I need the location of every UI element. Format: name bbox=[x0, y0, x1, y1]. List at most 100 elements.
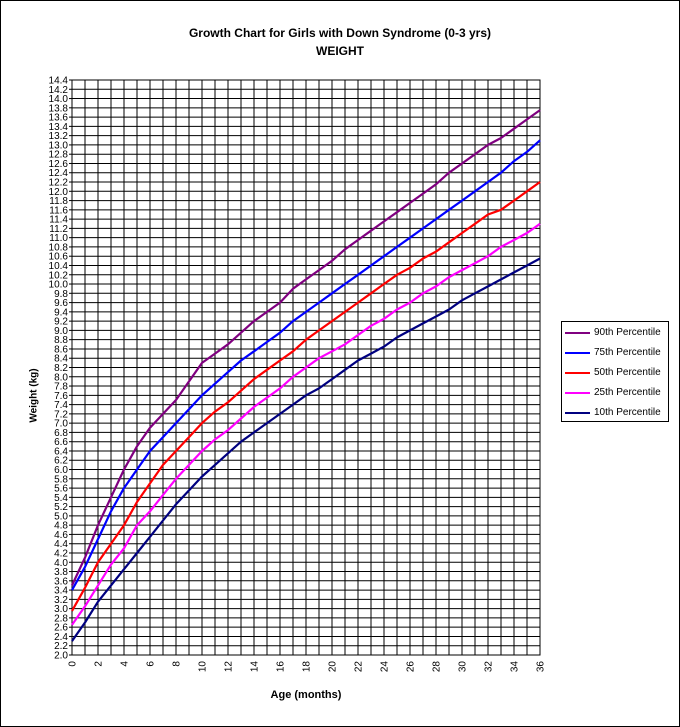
y-tick-label: 12.8 bbox=[49, 150, 69, 161]
legend-item: 75th Percentile bbox=[562, 346, 668, 360]
y-tick-label: 13.4 bbox=[49, 122, 69, 133]
y-tick-label: 4.6 bbox=[54, 530, 68, 541]
legend-label: 10th Percentile bbox=[594, 407, 661, 418]
y-tick-label: 11.8 bbox=[49, 196, 68, 207]
y-tick-label: 9.2 bbox=[54, 317, 68, 328]
legend-label: 50th Percentile bbox=[594, 367, 661, 378]
legend-label: 25th Percentile bbox=[594, 387, 661, 398]
x-tick-label: 28 bbox=[432, 661, 443, 673]
y-tick-label: 3.0 bbox=[54, 604, 68, 615]
y-tick-label: 6.2 bbox=[54, 456, 68, 467]
y-tick-label: 12.6 bbox=[49, 159, 69, 170]
x-tick-label: 18 bbox=[302, 661, 313, 673]
x-tick-label: 12 bbox=[224, 661, 235, 673]
y-tick-label: 9.6 bbox=[54, 298, 68, 309]
legend-item: 50th Percentile bbox=[562, 366, 668, 380]
legend-label: 75th Percentile bbox=[594, 347, 661, 358]
y-tick-label: 2.0 bbox=[54, 651, 68, 662]
chart-subtitle: WEIGHT bbox=[316, 44, 364, 58]
y-tick-label: 4.0 bbox=[54, 558, 68, 569]
x-tick-label: 36 bbox=[536, 661, 547, 673]
y-tick-label: 11.2 bbox=[49, 224, 68, 235]
y-tick-label: 8.2 bbox=[54, 363, 68, 374]
y-tick-label: 10.2 bbox=[49, 270, 69, 281]
x-tick-label: 22 bbox=[354, 661, 365, 673]
legend-item: 90th Percentile bbox=[562, 326, 668, 340]
y-tick-label: 14.2 bbox=[49, 85, 69, 96]
legend-swatch bbox=[565, 352, 590, 354]
y-tick-label: 6.4 bbox=[54, 446, 68, 457]
y-tick-label: 9.4 bbox=[54, 307, 68, 318]
x-tick-label: 2 bbox=[94, 661, 105, 667]
y-tick-label: 2.6 bbox=[54, 623, 68, 634]
x-tick-label: 20 bbox=[328, 661, 339, 673]
y-tick-label: 4.2 bbox=[54, 548, 68, 559]
legend-item: 25th Percentile bbox=[562, 386, 668, 400]
y-tick-label: 7.4 bbox=[54, 400, 68, 411]
y-tick-label: 8.8 bbox=[54, 335, 68, 346]
y-tick-label: 13.0 bbox=[49, 140, 69, 151]
x-tick-label: 0 bbox=[68, 661, 79, 667]
x-tick-label: 4 bbox=[120, 661, 131, 667]
y-tick-label: 6.6 bbox=[54, 437, 68, 448]
y-tick-label: 5.8 bbox=[54, 474, 68, 485]
legend-swatch bbox=[565, 412, 590, 414]
y-tick-label: 6.0 bbox=[54, 465, 68, 476]
y-tick-label: 12.4 bbox=[49, 168, 69, 179]
y-tick-label: 5.2 bbox=[54, 502, 68, 513]
y-tick-label: 12.0 bbox=[49, 187, 69, 198]
y-tick-label: 13.6 bbox=[49, 113, 69, 124]
y-tick-label: 4.4 bbox=[54, 539, 68, 550]
series-line bbox=[71, 109, 541, 586]
legend-label: 90th Percentile bbox=[594, 327, 661, 338]
y-tick-label: 14.4 bbox=[49, 76, 69, 87]
x-tick-label: 16 bbox=[276, 661, 287, 673]
y-tick-label: 3.2 bbox=[54, 595, 68, 606]
y-tick-label: 10.0 bbox=[49, 280, 69, 291]
y-tick-label: 2.8 bbox=[54, 613, 68, 624]
y-tick-label: 7.8 bbox=[54, 382, 68, 393]
x-tick-label: 6 bbox=[146, 661, 157, 667]
y-tick-label: 10.4 bbox=[49, 261, 69, 272]
y-tick-label: 3.6 bbox=[54, 576, 68, 587]
y-tick-label: 11.6 bbox=[49, 205, 68, 216]
x-tick-label: 26 bbox=[406, 661, 417, 673]
chart-title: Growth Chart for Girls with Down Syndrom… bbox=[188, 26, 492, 40]
y-tick-label: 6.8 bbox=[54, 428, 68, 439]
y-tick-label: 3.8 bbox=[54, 567, 68, 578]
y-tick-label: 11.0 bbox=[49, 233, 68, 244]
legend-item: 10th Percentile bbox=[562, 406, 668, 420]
series-line bbox=[71, 181, 541, 612]
x-tick-label: 10 bbox=[198, 661, 209, 673]
x-tick-label: 14 bbox=[250, 661, 261, 673]
y-tick-label: 3.4 bbox=[54, 586, 68, 597]
series-line bbox=[71, 222, 541, 626]
y-tick-label: 12.2 bbox=[49, 178, 69, 189]
y-tick-label: 13.2 bbox=[49, 131, 69, 142]
series-line bbox=[71, 139, 541, 591]
y-tick-label: 5.0 bbox=[54, 511, 68, 522]
legend-swatch bbox=[565, 372, 590, 374]
chart-legend: 90th Percentile 75th Percentile 50th Per… bbox=[561, 321, 669, 422]
y-tick-label: 8.6 bbox=[54, 344, 68, 355]
y-tick-label: 5.4 bbox=[54, 493, 68, 504]
legend-swatch bbox=[565, 392, 590, 394]
x-tick-label: 32 bbox=[484, 661, 495, 673]
x-tick-label: 8 bbox=[172, 661, 183, 667]
y-tick-label: 10.8 bbox=[49, 242, 69, 253]
y-tick-label: 9.8 bbox=[54, 289, 68, 300]
y-tick-label: 2.2 bbox=[54, 641, 68, 652]
y-tick-label: 7.6 bbox=[54, 391, 68, 402]
y-tick-label: 9.0 bbox=[54, 326, 68, 337]
legend-swatch bbox=[565, 332, 590, 334]
y-tick-label: 11.4 bbox=[49, 215, 68, 226]
y-tick-label: 2.4 bbox=[54, 632, 68, 643]
x-tick-label: 30 bbox=[458, 661, 469, 673]
y-tick-label: 8.4 bbox=[54, 354, 68, 365]
y-tick-label: 10.6 bbox=[49, 252, 69, 263]
y-tick-label: 13.8 bbox=[49, 103, 69, 114]
series-line bbox=[71, 257, 541, 642]
x-tick-label: 34 bbox=[510, 661, 521, 673]
y-tick-label: 14.0 bbox=[49, 94, 69, 105]
y-tick-label: 7.0 bbox=[54, 419, 68, 430]
